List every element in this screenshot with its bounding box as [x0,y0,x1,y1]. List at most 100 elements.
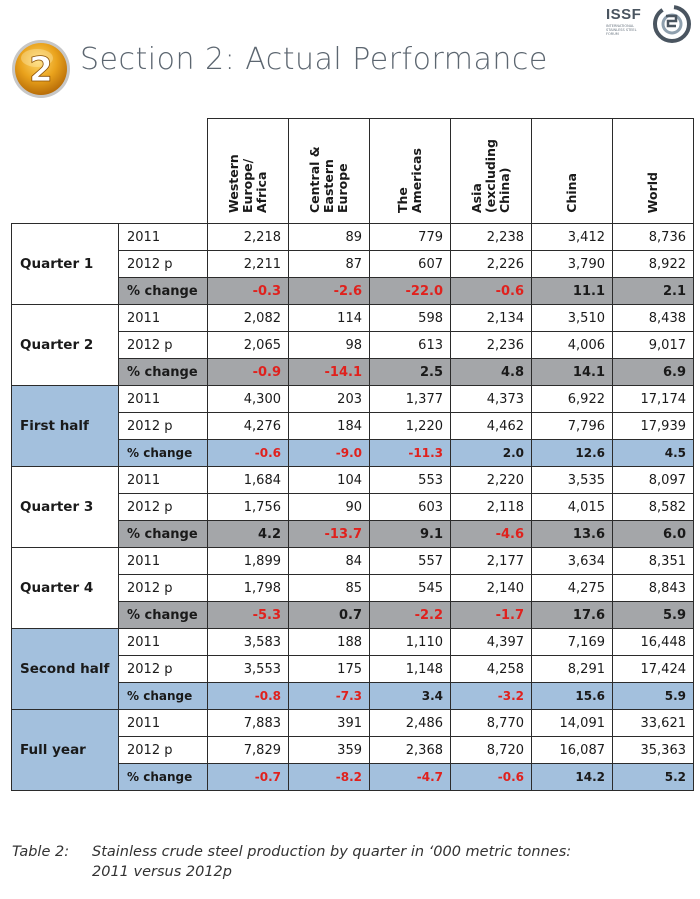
table-cell: 9.1 [369,520,451,548]
table-cell: -8.2 [288,763,370,791]
table-cell: 2,218 [207,223,289,251]
table-cell: 3,535 [531,466,613,494]
table-cell: 33,621 [612,709,694,737]
group-label: Quarter 4 [11,547,119,629]
table-cell: 3,634 [531,547,613,575]
table-cell: 15.6 [531,682,613,710]
table-cell: 8,922 [612,250,694,278]
row-label: % change [118,763,208,791]
table-cell: 359 [288,736,370,764]
table-cell: 1,899 [207,547,289,575]
table-cell: 603 [369,493,451,521]
table-cell: 4,373 [450,385,532,413]
table-cell: 85 [288,574,370,602]
table-cell: 4,276 [207,412,289,440]
table-cell: 2,486 [369,709,451,737]
table-cell: 4,275 [531,574,613,602]
table-cell: -0.3 [207,277,289,305]
table-cell: 7,796 [531,412,613,440]
table-cell: 4,462 [450,412,532,440]
table-cell: 2,134 [450,304,532,332]
table-cell: 557 [369,547,451,575]
table-cell: 5.9 [612,601,694,629]
table-row: 2012 p 2,211 87 607 2,226 3,790 8,922 [12,250,694,278]
table-cell: 8,720 [450,736,532,764]
caption-number: Table 2: [12,844,70,860]
table-cell: -0.6 [450,763,532,791]
table-cell: 114 [288,304,370,332]
row-label: 2012 p [118,574,208,602]
table-cell: 8,582 [612,493,694,521]
group-label: Quarter 3 [11,466,119,548]
table-row-pct-change: % change -0.3 -2.6 -22.0 -0.6 11.1 2.1 [12,277,694,305]
table-cell: 188 [288,628,370,656]
table-cell: 4,258 [450,655,532,683]
table-cell: 8,438 [612,304,694,332]
table-cell: 7,829 [207,736,289,764]
table-row: Quarter 4 2011 1,899 84 557 2,177 3,634 8,351 [11,547,694,629]
table-cell: 5.2 [612,763,694,791]
table-cell: 3,510 [531,304,613,332]
column-header: Central & Eastern Europe [288,118,370,224]
table-cell: 184 [288,412,370,440]
row-label: % change [118,520,208,548]
table-row: 2012 p 7,829 359 2,368 8,720 16,087 35,363 [12,736,694,764]
table-cell: 104 [288,466,370,494]
table-cell: -2.6 [288,277,370,305]
table-cell: 175 [288,655,370,683]
table-cell: -5.3 [207,601,289,629]
table-cell: 6,922 [531,385,613,413]
row-label: % change [118,277,208,305]
table-row: First half 2011 4,300 203 1,377 4,373 6,922 17,… [11,385,694,467]
table-cell: 4,300 [207,385,289,413]
table-body: Quarter 1 2011 2,218 89 779 2,238 3,412 8,736 20… [11,223,694,791]
row-label: % change [118,358,208,386]
row-label: 2011 [118,466,208,494]
table-cell: -3.2 [450,682,532,710]
table-cell: -0.7 [207,763,289,791]
column-header: World [612,118,694,224]
table-cell: 90 [288,493,370,521]
table-cell: 35,363 [612,736,694,764]
table-row-pct-change: % change -0.9 -14.1 2.5 4.8 14.1 6.9 [12,358,694,386]
table-cell: 7,883 [207,709,289,737]
table-cell: 2,368 [369,736,451,764]
table-cell: -22.0 [369,277,451,305]
table-cell: 87 [288,250,370,278]
table-cell: 2,140 [450,574,532,602]
row-label: % change [118,682,208,710]
table-cell: 2,177 [450,547,532,575]
table-cell: 84 [288,547,370,575]
table-cell: 2,238 [450,223,532,251]
production-table: Western Europe/ Africa Central & Eastern… [11,118,694,791]
table-cell: 98 [288,331,370,359]
table-cell: 12.6 [531,439,613,467]
table-cell: -0.6 [450,277,532,305]
table-cell: -11.3 [369,439,451,467]
table-cell: 17,939 [612,412,694,440]
table-cell: 7,169 [531,628,613,656]
section-number-badge: 2 [12,40,70,98]
table-cell: 8,736 [612,223,694,251]
table-cell: 2,211 [207,250,289,278]
table-cell: 598 [369,304,451,332]
issf-logo: ISSF INTERNATIONAL STAINLESS STEEL FORUM [606,4,694,44]
table-cell: 8,291 [531,655,613,683]
row-label: 2011 [118,385,208,413]
table-cell: 2.5 [369,358,451,386]
table-cell: 17,174 [612,385,694,413]
table-row: Full year 2011 7,883 391 2,486 8,770 14,091 33,… [11,709,694,791]
table-row-pct-change: % change -0.8 -7.3 3.4 -3.2 15.6 5.9 [12,682,694,710]
table-header-row: Western Europe/ Africa Central & Eastern… [11,118,694,224]
table-cell: 2.1 [612,277,694,305]
table-cell: -14.1 [288,358,370,386]
table-cell: -1.7 [450,601,532,629]
row-label: 2011 [118,304,208,332]
table-cell: 3,583 [207,628,289,656]
table-row-pct-change: % change -0.6 -9.0 -11.3 2.0 12.6 4.5 [12,439,694,467]
row-label: 2012 p [118,655,208,683]
group-label: Second half [11,628,119,710]
column-header: Asia (excluding China) [450,118,532,224]
logo-text: ISSF [606,6,642,23]
table-cell: 613 [369,331,451,359]
